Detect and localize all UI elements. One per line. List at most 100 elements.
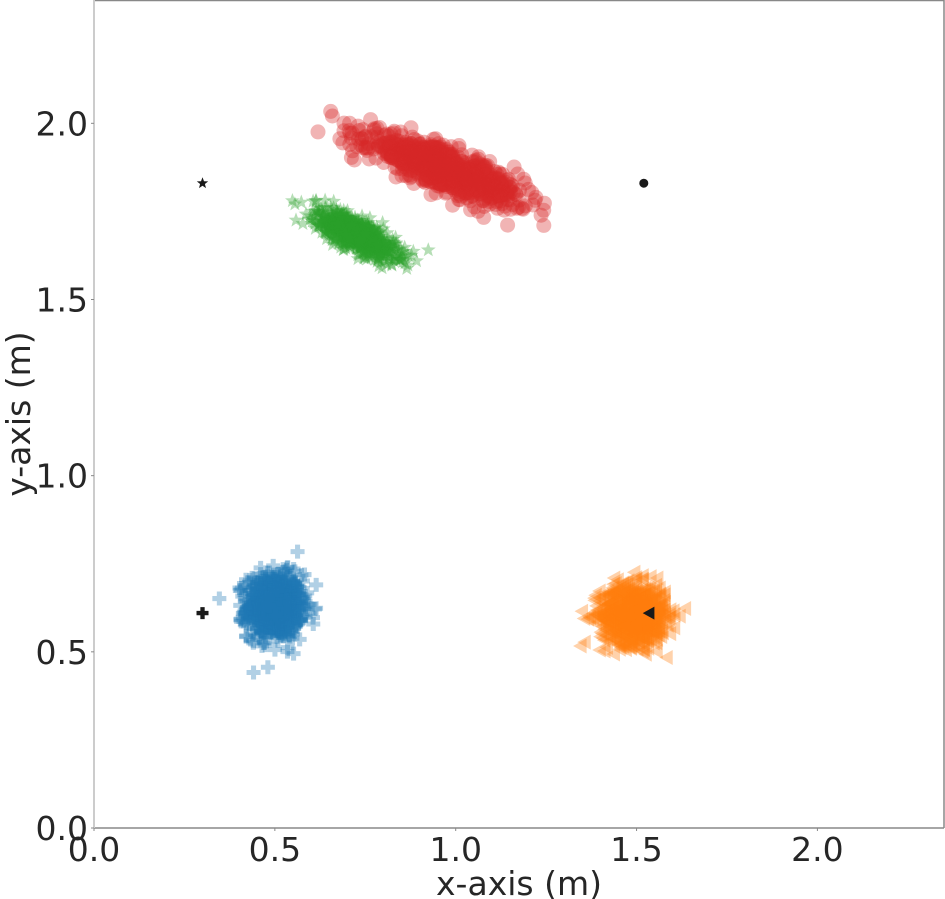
green-cluster-point: [322, 216, 338, 231]
green-cluster-point: [287, 196, 303, 211]
green-cluster-point: [405, 243, 421, 258]
green-cluster-point: [362, 231, 377, 246]
green-cluster-point: [360, 220, 376, 235]
green-cluster-point: [314, 212, 330, 227]
red-cluster-point: [428, 160, 444, 176]
green-cluster-point: [368, 233, 384, 248]
green-cluster-point: [349, 224, 365, 239]
green-cluster-point: [357, 243, 373, 258]
orange-cluster-point: [616, 620, 631, 636]
red-cluster-point: [426, 148, 441, 164]
red-cluster-point: [435, 169, 451, 185]
blue-cluster-point: [275, 581, 290, 596]
red-cluster-point: [437, 161, 453, 176]
green-cluster-point: [336, 224, 352, 239]
orange-cluster-point: [627, 620, 642, 636]
blue-cluster-point: [269, 620, 284, 635]
orange-cluster-point: [613, 601, 628, 617]
blue-cluster-point: [275, 608, 290, 623]
orange-cluster-point: [618, 642, 632, 658]
blue-cluster-point: [262, 600, 277, 615]
orange-cluster-point: [616, 630, 630, 646]
blue-cluster-point: [246, 588, 261, 603]
blue-cluster-point: [270, 573, 285, 588]
orange-cluster-point: [623, 603, 637, 619]
green-cluster-point: [349, 231, 365, 246]
green-cluster-point: [337, 230, 353, 245]
blue-cluster-point: [250, 575, 265, 590]
orange-cluster-point: [608, 622, 622, 638]
green-cluster-point: [314, 224, 330, 239]
orange-cluster-point: [649, 601, 664, 617]
green-cluster-point: [367, 225, 382, 240]
green-cluster-point: [352, 226, 368, 241]
red-cluster-point: [536, 195, 552, 211]
blue-cluster-point: [269, 578, 284, 593]
green-cluster-point: [367, 237, 383, 252]
blue-cluster-point: [287, 604, 302, 619]
orange-cluster-point: [615, 610, 630, 626]
orange-cluster-point: [644, 621, 658, 637]
green-cluster-point: [358, 231, 374, 246]
green-cluster-point: [307, 220, 323, 235]
blue-cluster-point: [289, 580, 304, 595]
orange-cluster-point: [633, 606, 648, 622]
blue-cluster-point: [265, 600, 280, 615]
red-cluster-point: [410, 164, 426, 180]
orange-cluster-point: [641, 594, 656, 610]
green-cluster-point: [310, 217, 326, 232]
blue-cluster-point: [306, 617, 321, 632]
orange-cluster-point: [610, 598, 625, 614]
green-cluster-point: [321, 211, 337, 226]
green-cluster-point: [357, 228, 373, 243]
x-axis-label: x-axis (m): [436, 864, 602, 899]
green-cluster-point: [362, 231, 378, 246]
green-cluster-point: [367, 239, 383, 254]
blue-cluster-point: [277, 592, 292, 607]
orange-cluster-point: [630, 607, 645, 623]
green-cluster-point: [365, 221, 381, 236]
blue-cluster-point: [287, 595, 302, 610]
blue-cluster-point: [258, 573, 273, 588]
green-cluster-point: [366, 244, 382, 259]
blue-cluster-point: [278, 575, 293, 590]
green-cluster-point: [360, 221, 375, 236]
green-cluster-point: [356, 233, 372, 248]
orange-cluster-point: [647, 613, 661, 629]
orange-cluster-point: [607, 617, 622, 633]
blue-cluster-point: [258, 638, 273, 653]
orange-cluster-point: [588, 606, 603, 622]
blue-cluster-point: [274, 604, 289, 619]
orange-cluster-point: [619, 623, 633, 639]
blue-cluster-point: [286, 573, 301, 588]
blue-cluster-point: [260, 586, 275, 601]
blue-cluster-point: [277, 624, 292, 639]
orange-cluster-point: [642, 617, 657, 633]
blue-cluster-point: [278, 611, 293, 626]
green-cluster-point: [363, 227, 379, 242]
red-cluster-point: [427, 149, 443, 165]
blue-cluster-point: [268, 609, 283, 624]
blue-cluster-point: [266, 558, 281, 573]
green-cluster-point: [329, 225, 345, 240]
green-cluster-point: [358, 219, 374, 234]
orange-cluster-point: [632, 590, 646, 606]
green-cluster-point: [352, 227, 368, 242]
green-cluster-point: [312, 200, 328, 215]
red-cluster-point: [440, 147, 456, 162]
red-cluster-point: [419, 151, 435, 167]
blue-cluster-point: [260, 604, 275, 619]
red-cluster-point: [476, 159, 492, 175]
orange-cluster-point: [595, 588, 610, 604]
blue-cluster-point: [271, 600, 286, 615]
green-cluster-point: [325, 209, 341, 224]
orange-cluster-point: [600, 599, 614, 615]
blue-cluster-point: [278, 599, 293, 614]
blue-cluster-point: [266, 604, 281, 619]
green-cluster-point: [353, 230, 369, 245]
orange-cluster-point: [615, 611, 630, 627]
red-cluster-point: [406, 132, 422, 147]
red-cluster-point: [401, 137, 417, 153]
orange-cluster-point: [635, 621, 649, 637]
blue-cluster-point: [263, 582, 278, 597]
